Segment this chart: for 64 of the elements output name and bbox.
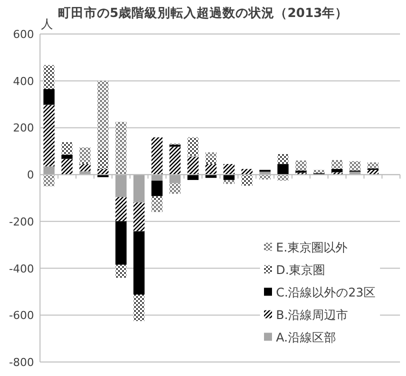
bar (79, 164, 91, 172)
bar (61, 154, 73, 159)
bar (133, 174, 145, 202)
bar (205, 157, 217, 164)
bar (223, 164, 235, 175)
bar (277, 164, 289, 175)
y-tick-label: -800 (9, 356, 34, 369)
bar (43, 104, 55, 166)
legend-label: E.東京圏以外 (276, 240, 348, 254)
bar (169, 183, 181, 194)
y-tick-label: -200 (9, 215, 34, 228)
bar (97, 80, 109, 151)
bar (133, 202, 145, 232)
bar (61, 142, 73, 155)
bar (43, 166, 55, 175)
bar (295, 160, 307, 171)
bar (151, 137, 163, 175)
bar (61, 158, 73, 175)
bar (43, 89, 55, 105)
chart-title: 町田市の5歳階級別転入超過数の状況（2013年） (58, 5, 348, 20)
bar (169, 146, 181, 175)
bar (205, 152, 217, 158)
bar (277, 154, 289, 164)
bar (115, 122, 127, 175)
bar (79, 162, 91, 164)
bar (43, 65, 55, 90)
bar (43, 174, 55, 186)
bar (241, 174, 253, 186)
bar (331, 168, 343, 172)
legend-label: B.沿線周辺市 (276, 308, 348, 322)
y-tick-label: -600 (9, 309, 34, 322)
bar (223, 174, 235, 180)
bar (79, 147, 91, 162)
bar (187, 156, 199, 175)
bar (205, 164, 217, 175)
y-axis-title: 人 (41, 17, 53, 31)
y-tick-label: 600 (13, 28, 34, 41)
bar (151, 180, 163, 196)
y-tick-label: 400 (13, 74, 34, 88)
bar (223, 180, 235, 184)
y-tick-label: 200 (13, 122, 34, 135)
bar (205, 174, 217, 178)
y-tick-label: -400 (9, 262, 34, 276)
bar (187, 137, 199, 157)
legend-label: A.沿線区部 (276, 330, 336, 344)
bar (313, 170, 325, 174)
bar (97, 150, 109, 169)
bar (115, 197, 127, 222)
bar (331, 160, 343, 169)
bar (115, 221, 127, 265)
bar (115, 264, 127, 278)
bar (367, 162, 379, 168)
bar (187, 174, 199, 180)
bar (133, 231, 145, 295)
bar (169, 174, 181, 184)
bar (151, 196, 163, 201)
bar (259, 174, 271, 180)
bar (349, 161, 361, 171)
bar (115, 174, 127, 198)
bar (133, 294, 145, 321)
bar (151, 200, 163, 212)
legend-label: C.沿線以外の23区 (276, 285, 376, 300)
y-tick-label: 0 (27, 168, 34, 182)
legend-label: D.東京圏 (276, 262, 326, 277)
